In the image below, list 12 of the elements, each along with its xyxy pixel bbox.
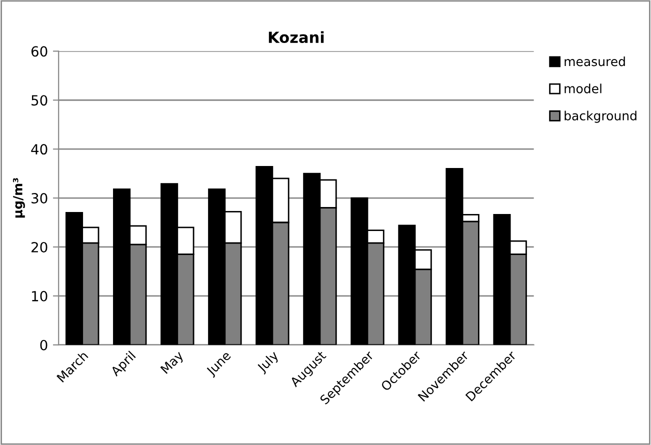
y-tick-label: 50 — [32, 95, 48, 106]
y-tick-label: 60 — [31, 46, 48, 57]
y-tick-label: 30 — [32, 192, 48, 204]
legend-label: measured — [564, 56, 625, 66]
y-tick-label: 20 — [32, 242, 48, 252]
y-tick-label: 40 — [31, 144, 48, 155]
y-tick-label: 0 — [40, 340, 48, 350]
chart-title: Kozani — [268, 31, 324, 44]
y-axis-title: µg/m³ — [12, 178, 25, 218]
legend-label: model — [564, 84, 602, 94]
legend-label: background — [564, 110, 636, 123]
y-tick-label: 10 — [32, 290, 48, 302]
